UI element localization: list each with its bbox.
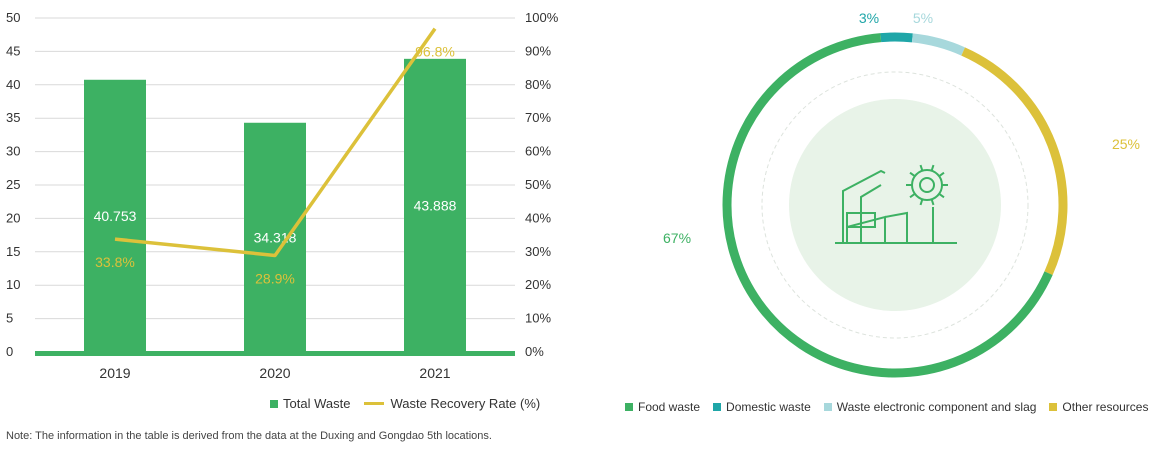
y-right-tick-label: 20% xyxy=(525,277,551,292)
bar-total-waste xyxy=(404,58,466,353)
legend-label-electronic-waste: Waste electronic component and slag xyxy=(836,400,1037,414)
y-left-tick-label: 5 xyxy=(6,311,13,326)
legend-label-recovery-rate: Waste Recovery Rate (%) xyxy=(390,396,541,411)
factory-gear-icon xyxy=(835,164,957,244)
legend-swatch-total-waste xyxy=(270,399,278,408)
y-left-tick-label: 35 xyxy=(6,110,20,125)
legend-item-recovery-rate: Waste Recovery Rate (%) xyxy=(364,396,540,411)
y-left-tick-label: 30 xyxy=(6,144,20,159)
legend-label-other-resources: Other resources xyxy=(1062,400,1149,414)
donut-chart: 67% 3% 5% 25% xyxy=(663,10,1140,378)
legend-label-food-waste: Food waste xyxy=(638,400,701,414)
bar-line-chart: 0 0% 5 10% 10 20% 15 30% 20 40% 25 50% 30 60% 35 70% 40 8… xyxy=(6,10,559,381)
y-right-tick-label: 90% xyxy=(525,43,551,58)
y-left-tick-label: 45 xyxy=(6,43,20,58)
line-value-label: 28.9% xyxy=(255,270,295,286)
legend-swatch-other-resources xyxy=(1049,403,1058,411)
legend-label-domestic-waste: Domestic waste xyxy=(726,400,811,414)
legend-item-other-resources: Other resources xyxy=(1049,400,1148,414)
y-left-tick-label: 50 xyxy=(6,10,20,25)
x-category-label: 2020 xyxy=(259,365,290,381)
x-category-label: 2021 xyxy=(419,365,450,381)
y-left-tick-label: 15 xyxy=(6,244,20,259)
legend-swatch-domestic-waste xyxy=(713,403,722,411)
donut-slice-label: 67% xyxy=(663,230,691,246)
donut-slice xyxy=(961,47,1068,275)
bar-value-label: 40.753 xyxy=(94,208,137,224)
y-right-tick-label: 0% xyxy=(525,344,544,359)
donut-slice xyxy=(911,33,965,56)
legend-swatch-recovery-rate xyxy=(364,402,385,405)
donut-chart-legend: Food waste Domestic waste Waste electron… xyxy=(625,400,1161,414)
y-right-tick-label: 10% xyxy=(525,311,551,326)
footnote: Note: The information in the table is de… xyxy=(6,430,492,442)
bar-total-waste xyxy=(84,79,146,352)
y-left-tick-label: 40 xyxy=(6,77,20,92)
line-value-label: 33.8% xyxy=(95,254,135,270)
y-left-tick-label: 0 xyxy=(6,344,13,359)
y-left-tick-label: 25 xyxy=(6,177,20,192)
donut-slice xyxy=(880,32,913,43)
legend-item-electronic-waste: Waste electronic component and slag xyxy=(823,400,1037,414)
x-category-label: 2019 xyxy=(99,365,130,381)
x-axis-baseline xyxy=(35,351,515,356)
y-right-tick-label: 80% xyxy=(525,77,551,92)
y-right-tick-label: 30% xyxy=(525,244,551,259)
donut-center-disc xyxy=(789,99,1001,311)
legend-item-total-waste: Total Waste xyxy=(270,396,350,411)
bar-chart-legend: Total Waste Waste Recovery Rate (%) xyxy=(270,396,540,411)
y-right-tick-label: 50% xyxy=(525,177,551,192)
bar-total-waste xyxy=(244,122,306,352)
legend-swatch-food-waste xyxy=(625,403,633,411)
donut-slice-label: 5% xyxy=(913,10,933,26)
donut-slice-label: 3% xyxy=(859,10,879,26)
y-left-tick-label: 10 xyxy=(6,277,20,292)
donut-inner-dashed-ring xyxy=(761,71,1029,339)
legend-item-domestic-waste: Domestic waste xyxy=(713,400,811,414)
y-left-tick-label: 20 xyxy=(6,210,20,225)
legend-swatch-electronic-waste xyxy=(823,403,832,411)
legend-item-food-waste: Food waste xyxy=(625,400,700,414)
y-right-tick-label: 100% xyxy=(525,10,559,25)
line-value-label: 96.8% xyxy=(415,44,455,60)
bar-value-label: 43.888 xyxy=(414,197,457,213)
y-right-tick-label: 40% xyxy=(525,210,551,225)
y-right-tick-label: 60% xyxy=(525,144,551,159)
y-right-tick-label: 70% xyxy=(525,110,551,125)
donut-slice xyxy=(722,33,1053,378)
legend-label-total-waste: Total Waste xyxy=(283,396,351,411)
donut-slice-label: 25% xyxy=(1112,136,1140,152)
